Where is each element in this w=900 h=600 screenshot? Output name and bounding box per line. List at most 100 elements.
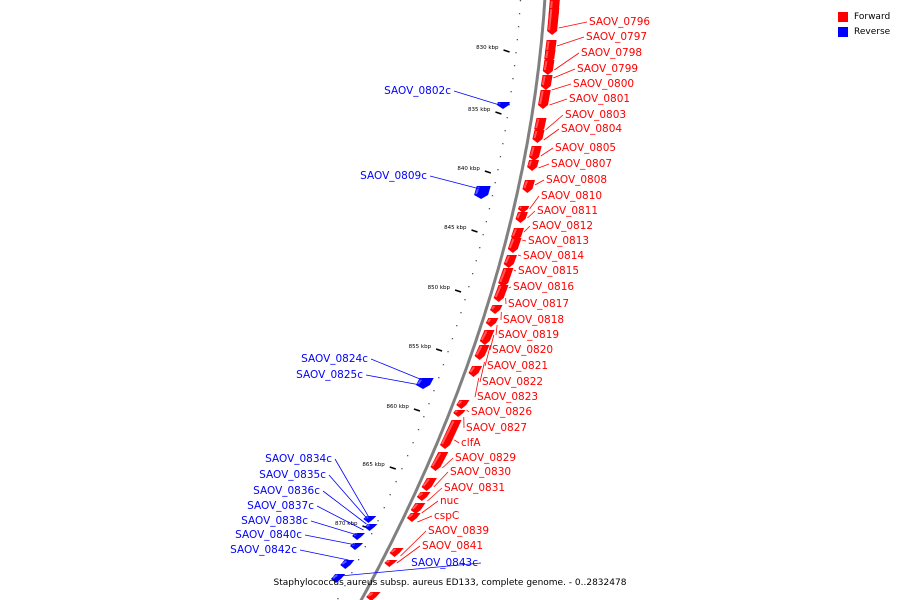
gene-feature [527, 160, 539, 171]
gene-highlight [386, 560, 390, 563]
gene-name: SAOV_0808 [546, 174, 607, 186]
gene-name: SAOV_0807 [551, 158, 612, 170]
gene-label-saov_0842c: SAOV_0842c [230, 544, 349, 561]
gene-label-saov_0840c: SAOV_0840c [235, 529, 357, 546]
gene-label-saov_0822: SAOV_0822 [479, 361, 543, 388]
gene-name: SAOV_0821 [487, 360, 548, 372]
leader-line [554, 52, 580, 71]
gene-highlight [528, 160, 532, 167]
gene-name: SAOV_0830 [450, 466, 511, 478]
gene-label-saov_0843c: SAOV_0843c [340, 557, 482, 577]
scale-dot [377, 520, 379, 522]
gene-name: SAOV_0803 [565, 109, 626, 121]
gene-highlight [533, 130, 538, 139]
legend-reverse-label: Reverse [854, 26, 891, 37]
leader-line [529, 195, 540, 210]
leader-line [484, 344, 491, 367]
scale-dot [482, 234, 484, 236]
leader-line [454, 439, 460, 444]
gene-name: SAOV_0825c [296, 369, 363, 381]
gene-highlight [366, 524, 370, 527]
scale-dot [485, 221, 487, 223]
gene-feature [366, 592, 381, 600]
tick-mark [484, 170, 492, 174]
gene-highlight [491, 305, 496, 310]
leader-line [538, 163, 550, 169]
gene-name: SAOV_0809c [360, 170, 427, 182]
gene-label-saov_0839: SAOV_0839 [400, 525, 489, 557]
gene-arrow [540, 75, 553, 90]
gene-label-saov_0814: SAOV_0814 [517, 250, 584, 262]
gene-highlight [457, 400, 463, 405]
gene-arrow [515, 212, 528, 223]
gene-highlight [422, 478, 430, 487]
gene-highlight [539, 90, 544, 105]
gene-name: SAOV_0799 [577, 63, 638, 75]
leader-line [543, 128, 560, 141]
gene-arrow [474, 186, 491, 199]
gene-arrow [364, 524, 378, 531]
gene-label-saov_0797: SAOV_0797 [556, 31, 647, 47]
scale-dot [344, 585, 346, 587]
gene-arrow [430, 452, 449, 471]
gene-arrow [340, 560, 355, 569]
gene-label-saov_0836c: SAOV_0836c [253, 485, 367, 525]
genome-caption: Staphylococcus aureus subsp. aureus ED13… [273, 578, 627, 588]
gene-feature [384, 560, 398, 567]
scale-dot [358, 559, 360, 561]
gene-arrow [366, 592, 381, 600]
gene-feature [490, 305, 503, 314]
scale-dot [442, 364, 445, 366]
leader-line [534, 179, 545, 186]
leader-line [421, 500, 439, 514]
gene-arrow [538, 90, 551, 109]
gene-label-saov_0811: SAOV_0811 [527, 205, 598, 219]
leader-line [553, 68, 576, 79]
gene-feature [416, 378, 434, 389]
scale-dot [488, 208, 491, 210]
gene-name: SAOV_0839 [428, 525, 489, 537]
gene-feature [389, 548, 404, 557]
scale-dot [417, 429, 420, 431]
leader-line [429, 175, 484, 191]
forward-swatch [838, 11, 848, 22]
gene-label-saov_0838c: SAOV_0838c [241, 515, 361, 537]
gene-highlight [365, 516, 369, 519]
scale-dot [433, 390, 435, 392]
gene-name: SAOV_0815 [518, 265, 579, 277]
tick-mark [413, 408, 421, 412]
gene-label-saov_0837c: SAOV_0837c [247, 500, 364, 531]
gene-highlight [408, 513, 414, 518]
gene-feature [544, 50, 556, 63]
leader-line [479, 361, 485, 383]
tick-mark [435, 348, 443, 352]
gene-label-saov_0796: SAOV_0796 [558, 16, 650, 29]
legend-forward: Forward [838, 9, 890, 24]
leader-line [365, 374, 426, 387]
gene-name: SAOV_0811 [537, 205, 598, 217]
gene-label-saov_0804: SAOV_0804 [543, 123, 622, 141]
gene-label-clfa: clfA [454, 437, 481, 449]
gene-name: SAOV_0843c [411, 557, 478, 569]
gene-name: SAOV_0841 [422, 540, 483, 552]
gene-label-saov_0831: SAOV_0831 [427, 482, 505, 502]
leader-line [400, 530, 427, 557]
scale-dot [389, 494, 391, 496]
leader-line [433, 471, 449, 488]
gene-name: SAOV_0840c [235, 529, 302, 541]
gene-highlight [341, 560, 348, 565]
leader-line [556, 36, 585, 47]
scale-dot [518, 13, 521, 15]
gene-arrow [416, 492, 431, 501]
gene-label-saov_0841: SAOV_0841 [396, 540, 483, 564]
leader-line [442, 457, 454, 469]
gene-arrow [527, 160, 539, 171]
gene-label-saov_0813: SAOV_0813 [521, 235, 589, 247]
gene-name: SAOV_0836c [253, 485, 320, 497]
scale-dot [519, 0, 522, 2]
gene-highlight [541, 75, 546, 86]
gene-highlight [499, 268, 507, 283]
scale-dot [412, 442, 414, 444]
gene-name: SAOV_0805 [555, 142, 616, 154]
tick-label: 840 kbp [457, 166, 480, 172]
